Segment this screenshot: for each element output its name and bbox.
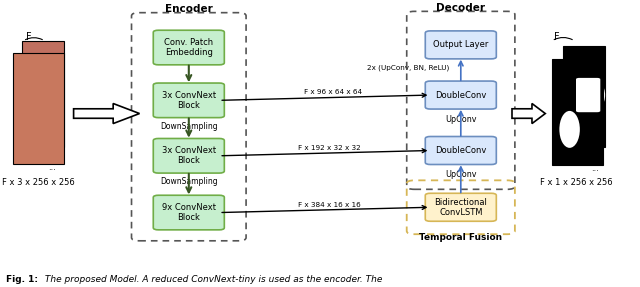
FancyBboxPatch shape [563, 46, 605, 147]
Text: ...: ... [49, 163, 56, 172]
Text: Fig. 1:: Fig. 1: [6, 275, 38, 284]
FancyBboxPatch shape [154, 30, 225, 65]
Text: F x 384 x 16 x 16: F x 384 x 16 x 16 [298, 202, 361, 208]
Text: Conv. Patch
Embedding: Conv. Patch Embedding [164, 38, 213, 57]
Text: DoubleConv: DoubleConv [435, 146, 486, 155]
Polygon shape [512, 104, 545, 124]
Text: 3x ConvNext
Block: 3x ConvNext Block [162, 146, 216, 166]
Text: 2x (UpConv, BN, ReLU): 2x (UpConv, BN, ReLU) [367, 64, 449, 71]
Text: DownSampling: DownSampling [160, 177, 218, 186]
FancyBboxPatch shape [425, 81, 497, 109]
Text: F x 96 x 64 x 64: F x 96 x 64 x 64 [304, 90, 362, 95]
Text: F: F [554, 32, 560, 42]
Text: F: F [26, 32, 31, 42]
Polygon shape [74, 104, 140, 124]
FancyBboxPatch shape [425, 31, 497, 59]
Text: F x 192 x 32 x 32: F x 192 x 32 x 32 [298, 145, 361, 151]
FancyBboxPatch shape [154, 139, 225, 173]
FancyBboxPatch shape [13, 53, 64, 164]
Text: F x 1 x 256 x 256: F x 1 x 256 x 256 [540, 178, 612, 187]
Text: DownSampling: DownSampling [160, 122, 218, 131]
FancyBboxPatch shape [425, 137, 497, 164]
Text: Output Layer: Output Layer [433, 40, 488, 49]
FancyBboxPatch shape [154, 195, 225, 230]
Ellipse shape [559, 111, 580, 148]
Text: UpConv: UpConv [445, 115, 477, 124]
FancyBboxPatch shape [154, 83, 225, 118]
Text: DoubleConv: DoubleConv [435, 91, 486, 100]
Text: UpConv: UpConv [445, 170, 477, 179]
Text: Bidirectional
ConvLSTM: Bidirectional ConvLSTM [435, 197, 487, 217]
Text: The proposed Model. A reduced ConvNext-tiny is used as the encoder. The: The proposed Model. A reduced ConvNext-t… [42, 275, 382, 284]
Text: Encoder: Encoder [165, 4, 212, 14]
Text: Temporal Fusion: Temporal Fusion [419, 233, 502, 242]
Text: 9x ConvNext
Block: 9x ConvNext Block [162, 203, 216, 222]
FancyBboxPatch shape [22, 41, 64, 147]
Ellipse shape [583, 79, 605, 111]
Text: 3x ConvNext
Block: 3x ConvNext Block [162, 91, 216, 110]
FancyBboxPatch shape [552, 59, 603, 165]
Text: ...: ... [591, 164, 599, 173]
FancyBboxPatch shape [576, 78, 600, 112]
Text: Decoder: Decoder [436, 3, 485, 13]
Text: F x 3 x 256 x 256: F x 3 x 256 x 256 [2, 178, 75, 187]
FancyBboxPatch shape [425, 193, 497, 221]
